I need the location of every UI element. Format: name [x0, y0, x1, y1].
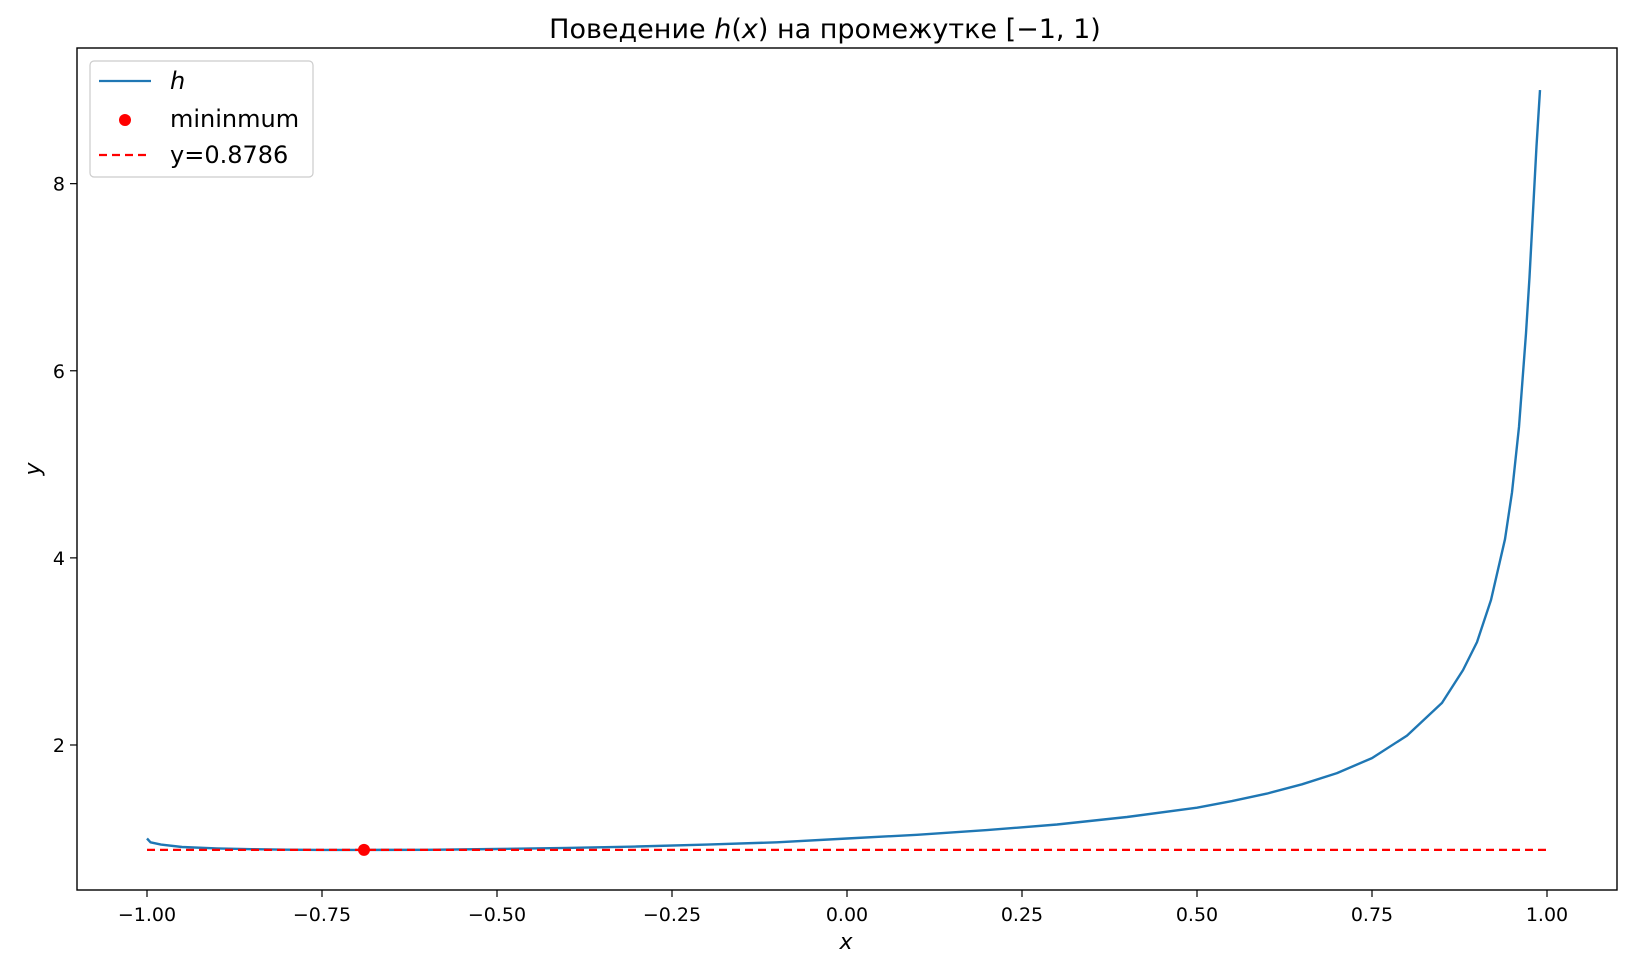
series-layer	[146, 90, 1547, 856]
x-tick-label: 0.75	[1351, 904, 1393, 926]
legend-minimum-label: mininmum	[170, 105, 299, 133]
series-h-line	[146, 90, 1542, 852]
minimum-point	[358, 843, 370, 856]
x-tick-label: 0.50	[1176, 904, 1218, 926]
legend-box	[89, 60, 314, 178]
x-axis-label: x	[838, 930, 853, 955]
y-axis-label: y	[21, 462, 46, 477]
x-axis-ticks: −1.00 −0.75 −0.50 −0.25 0.00 0.25 0.50 0.75 1.00	[118, 890, 1568, 926]
x-tick-label: 0.00	[826, 904, 868, 926]
y-tick-label: 6	[53, 361, 65, 383]
y-tick-label: 4	[53, 548, 65, 570]
legend-hline-label: y=0.8786	[170, 141, 288, 169]
x-tick-label: −0.50	[468, 904, 526, 926]
x-tick-label: 0.25	[1001, 904, 1043, 926]
x-tick-label: −0.75	[293, 904, 351, 926]
legend-minimum-marker-swatch	[119, 114, 131, 126]
x-tick-label: −1.00	[118, 904, 176, 926]
chart-title: Поведение h(x) на промежутке [−1, 1)	[549, 14, 1101, 45]
y-axis-ticks: 2 4 6 8	[53, 174, 77, 757]
legend-h-label: h	[170, 67, 185, 95]
x-tick-label: −0.25	[643, 904, 701, 926]
y-tick-label: 8	[53, 174, 65, 196]
x-tick-label: 1.00	[1526, 904, 1568, 926]
y-tick-label: 2	[53, 735, 65, 757]
legend: h mininmum y=0.8786	[89, 60, 314, 178]
